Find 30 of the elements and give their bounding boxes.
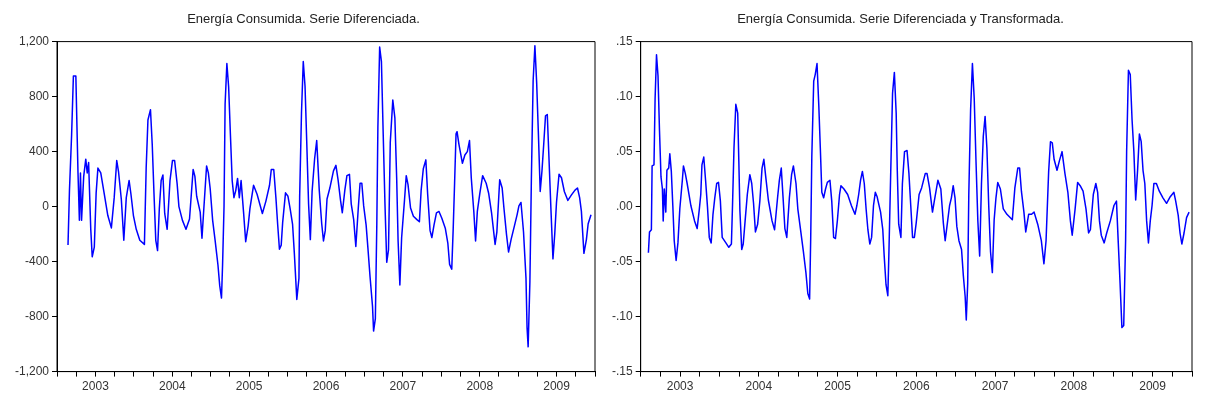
x-tick-label: 2008 bbox=[466, 379, 494, 394]
x-tick-label: 2006 bbox=[902, 379, 931, 394]
y-tick-label: -.05 bbox=[611, 253, 633, 268]
y-tick-label: .10 bbox=[615, 88, 633, 103]
y-tick-label: -800 bbox=[24, 308, 50, 323]
y-tick-label: 400 bbox=[28, 143, 50, 158]
y-tick-label: -400 bbox=[24, 253, 50, 268]
x-tick-label: 2007 bbox=[389, 379, 417, 394]
y-tick-label: .15 bbox=[615, 33, 633, 48]
x-tick-label: 2005 bbox=[235, 379, 263, 394]
y-tick-label: -.10 bbox=[611, 308, 633, 323]
y-tick-label: -.15 bbox=[611, 363, 633, 378]
x-tick-label: 2005 bbox=[824, 379, 852, 394]
y-tick-label: -1,200 bbox=[14, 363, 50, 378]
x-tick-label: 2006 bbox=[312, 379, 340, 394]
x-tick-label: 2004 bbox=[745, 379, 773, 394]
y-tick-label: 800 bbox=[28, 88, 50, 103]
x-tick-label: 2004 bbox=[158, 379, 186, 394]
chart-title: Energía Consumida. Serie Diferenciada. bbox=[187, 11, 420, 27]
y-tick-label: 1,200 bbox=[18, 33, 50, 48]
x-tick-label: 2003 bbox=[82, 379, 110, 394]
x-tick-label: 2009 bbox=[543, 379, 571, 394]
y-tick-label: .05 bbox=[615, 143, 633, 158]
x-tick-label: 2007 bbox=[981, 379, 1009, 394]
y-tick-label: 0 bbox=[42, 198, 50, 213]
x-tick-label: 2008 bbox=[1060, 379, 1088, 394]
chart-title: Energía Consumida. Serie Diferenciada y Transformada. bbox=[737, 11, 1064, 27]
y-tick-label: .00 bbox=[615, 198, 633, 213]
x-tick-label: 2009 bbox=[1139, 379, 1167, 394]
x-tick-label: 2003 bbox=[666, 379, 694, 394]
